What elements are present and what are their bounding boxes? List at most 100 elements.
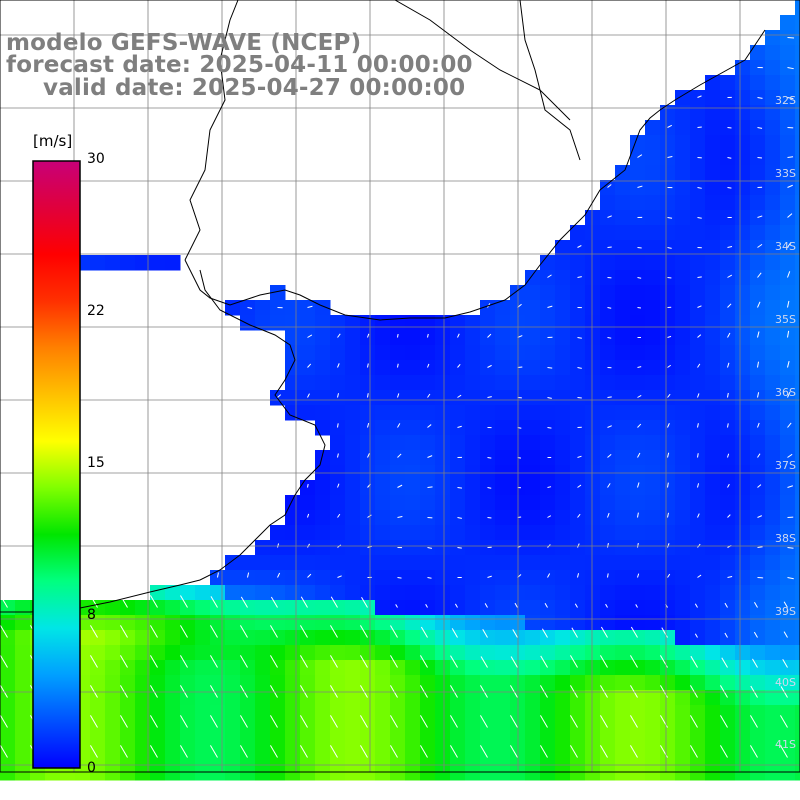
wind-arrow <box>667 124 673 128</box>
speed-cell <box>690 705 706 721</box>
speed-cell <box>690 555 706 571</box>
speed-cell <box>375 705 391 721</box>
speed-cell <box>15 735 31 751</box>
speed-cell <box>360 345 376 361</box>
speed-cell <box>660 540 676 556</box>
speed-cell <box>255 660 271 676</box>
speed-cell <box>765 645 781 661</box>
speed-cell <box>600 435 616 451</box>
speed-cell <box>660 135 676 151</box>
speed-cell <box>465 615 481 631</box>
speed-cell <box>150 705 166 721</box>
speed-cell <box>780 285 796 301</box>
latitude-label: 40S <box>775 676 796 689</box>
speed-cell <box>330 375 346 391</box>
speed-cell <box>660 165 676 181</box>
speed-cell <box>60 765 76 781</box>
speed-cell <box>570 705 586 721</box>
speed-cell <box>0 750 16 766</box>
wind-arrow <box>457 517 462 519</box>
speed-cell <box>645 570 661 586</box>
wind-arrow <box>180 595 188 608</box>
speed-cell <box>360 705 376 721</box>
speed-cell <box>240 735 256 751</box>
speed-cell <box>675 315 691 331</box>
speed-cell <box>405 330 421 346</box>
wind-arrow <box>547 305 553 308</box>
wind-arrow <box>727 453 730 458</box>
speed-cell <box>660 765 676 781</box>
speed-cell <box>705 255 721 271</box>
coastline-path <box>184 29 766 321</box>
speed-cell <box>765 330 781 346</box>
wind-arrow <box>540 655 548 668</box>
speed-cell <box>705 555 721 571</box>
speed-cell <box>525 555 541 571</box>
speed-cell <box>705 300 721 316</box>
speed-cell <box>240 555 256 571</box>
speed-cell <box>405 645 421 661</box>
speed-cell <box>600 630 616 646</box>
speed-cell <box>675 495 691 511</box>
speed-cell <box>255 750 271 766</box>
speed-cell <box>705 525 721 541</box>
speed-cell <box>315 480 331 496</box>
speed-cell <box>780 360 796 376</box>
speed-cell <box>360 690 376 706</box>
speed-cell <box>255 300 271 316</box>
speed-cell <box>330 495 346 511</box>
wind-arrow <box>217 572 219 578</box>
speed-cell <box>165 750 181 766</box>
speed-cell <box>465 660 481 676</box>
speed-cell <box>615 255 631 271</box>
speed-cell <box>735 390 751 406</box>
speed-cell <box>330 720 346 736</box>
speed-cell <box>780 735 796 751</box>
wind-arrow <box>367 453 370 458</box>
speed-cell <box>330 630 346 646</box>
speed-cell <box>615 630 631 646</box>
speed-cell <box>660 285 676 301</box>
speed-cell <box>375 375 391 391</box>
wind-arrow <box>360 655 368 668</box>
speed-cell <box>735 240 751 256</box>
speed-cell <box>210 570 226 586</box>
speed-cell <box>0 630 16 646</box>
speed-cell <box>285 540 301 556</box>
speed-cell <box>750 420 766 436</box>
speed-cell <box>495 600 511 616</box>
wind-arrow <box>727 362 730 368</box>
speed-cell <box>225 585 241 601</box>
speed-cell <box>675 405 691 421</box>
speed-cell <box>165 600 181 616</box>
speed-cell <box>705 540 721 556</box>
speed-cell <box>285 495 301 511</box>
speed-cell <box>120 645 136 661</box>
speed-cell <box>240 645 256 661</box>
speed-cell <box>780 390 796 406</box>
speed-cell <box>375 765 391 781</box>
speed-cell <box>630 375 646 391</box>
speed-cell <box>480 345 496 361</box>
speed-cell <box>795 435 800 451</box>
speed-cell <box>675 225 691 241</box>
wind-arrow <box>697 393 700 398</box>
speed-cell <box>555 405 571 421</box>
speed-cell <box>435 330 451 346</box>
speed-cell <box>165 660 181 676</box>
speed-cell <box>660 750 676 766</box>
speed-cell <box>735 660 751 676</box>
speed-cell <box>765 225 781 241</box>
speed-cell <box>630 555 646 571</box>
speed-cell <box>300 720 316 736</box>
speed-cell <box>210 765 226 781</box>
speed-cell <box>315 375 331 391</box>
speed-cell <box>375 555 391 571</box>
speed-cell <box>795 630 800 646</box>
speed-cell <box>660 600 676 616</box>
speed-cell <box>675 330 691 346</box>
wind-arrow <box>697 217 702 219</box>
speed-cell <box>795 750 800 766</box>
speed-cell <box>465 645 481 661</box>
wind-arrow <box>450 715 458 728</box>
